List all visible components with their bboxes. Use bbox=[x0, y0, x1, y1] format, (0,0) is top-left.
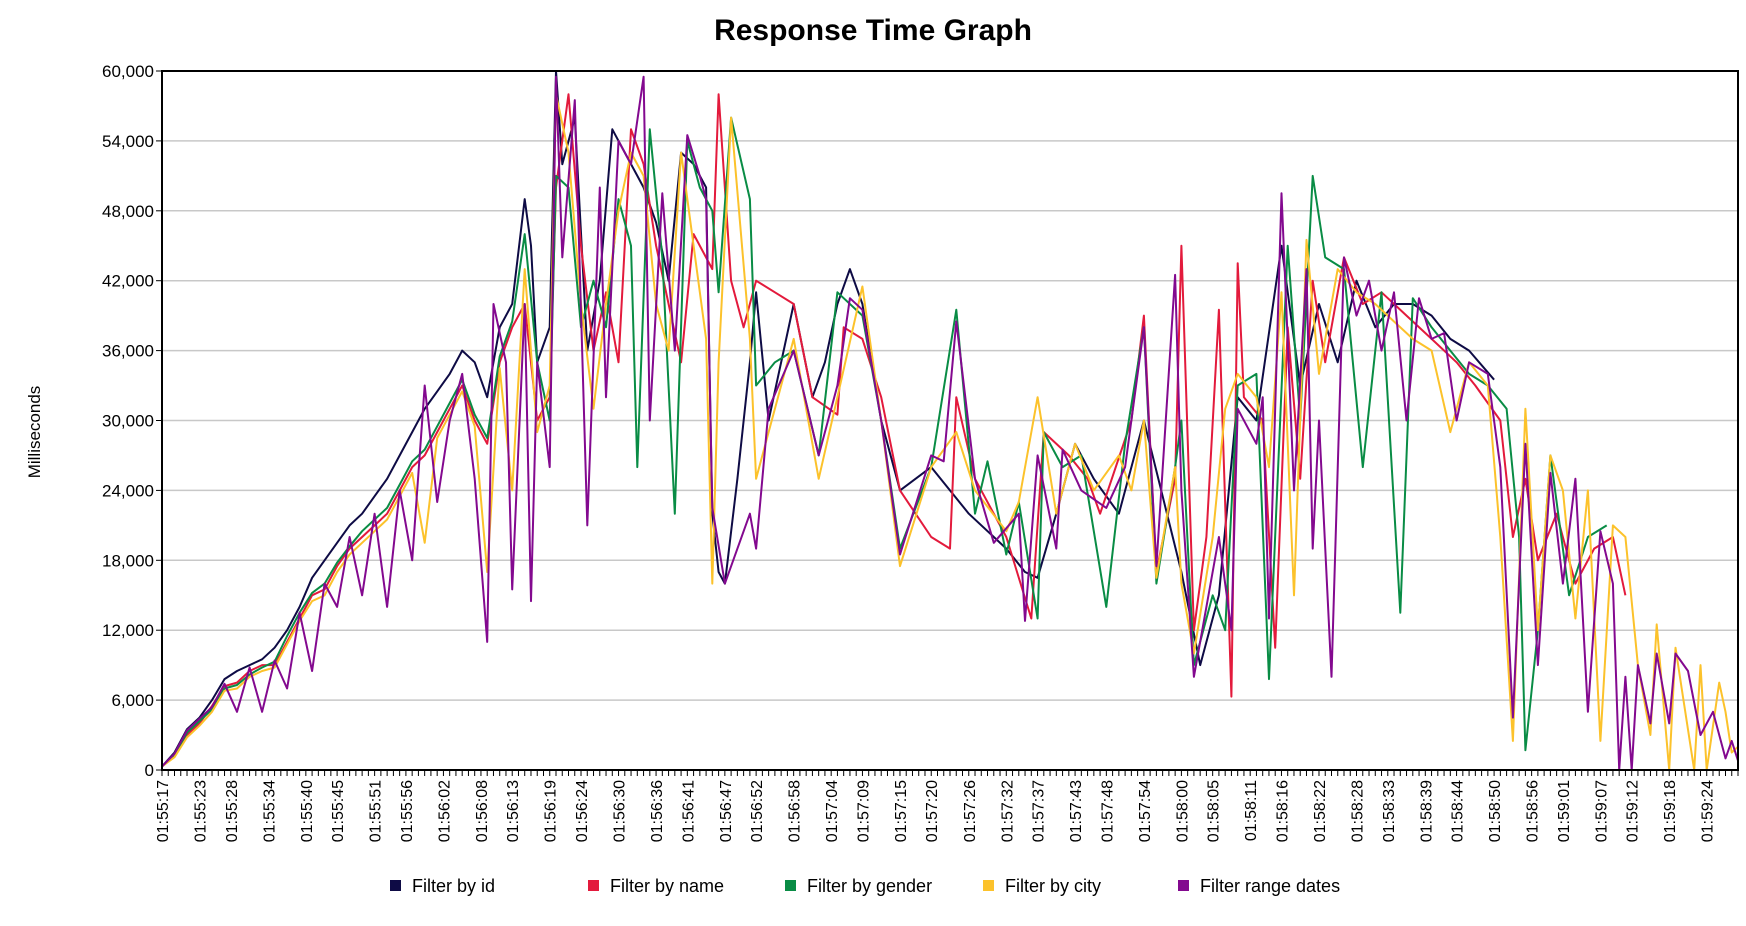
series-line-2 bbox=[161, 93, 1627, 768]
x-tick-label: 01:56:13 bbox=[505, 780, 522, 842]
x-tick-label: 01:59:12 bbox=[1625, 780, 1642, 842]
y-tick-label: 60,000 bbox=[102, 62, 154, 81]
y-tick-label: 48,000 bbox=[102, 202, 154, 221]
x-tick-label: 01:57:37 bbox=[1031, 780, 1048, 842]
y-axis-ticks: 0 6,000 12,000 18,000 24,000 30,000 36,000 42,0… bbox=[102, 62, 162, 780]
series-line-3 bbox=[161, 116, 1608, 768]
x-tick-label: 01:56:24 bbox=[574, 780, 591, 842]
x-tick-label: 01:55:34 bbox=[261, 780, 278, 842]
x-tick-label: 01:55:51 bbox=[368, 780, 385, 842]
y-tick-label: 54,000 bbox=[102, 132, 154, 151]
legend-label: Filter by id bbox=[412, 876, 495, 896]
chart-title: Response Time Graph bbox=[714, 14, 1032, 47]
legend-label: Filter by gender bbox=[807, 876, 932, 896]
x-tick-label: 01:55:40 bbox=[299, 780, 316, 842]
x-tick-label: 01:58:00 bbox=[1174, 780, 1191, 842]
x-tick-label: 01:59:07 bbox=[1593, 780, 1610, 842]
x-tick-label: 01:56:19 bbox=[543, 780, 560, 842]
y-tick-label: 6,000 bbox=[111, 691, 154, 710]
x-tick-label: 01:59:18 bbox=[1662, 780, 1679, 842]
series-lines bbox=[161, 70, 1739, 771]
x-tick-label: 01:56:30 bbox=[612, 780, 629, 842]
x-tick-label: 01:56:58 bbox=[787, 780, 804, 842]
x-tick-label: 01:57:20 bbox=[924, 780, 941, 842]
x-tick-label: 01:56:36 bbox=[649, 780, 666, 842]
x-tick-label: 01:58:11 bbox=[1243, 780, 1260, 841]
x-tick-label: 01:55:23 bbox=[193, 780, 210, 842]
y-tick-label: 24,000 bbox=[102, 481, 154, 500]
legend: Filter by id Filter by name Filter by gend… bbox=[390, 876, 1340, 896]
x-tick-label: 01:59:24 bbox=[1700, 780, 1717, 842]
x-tick-label: 01:58:22 bbox=[1312, 780, 1329, 842]
legend-swatch bbox=[785, 880, 796, 891]
x-tick-label: 01:57:04 bbox=[824, 780, 841, 842]
legend-swatch bbox=[983, 880, 994, 891]
x-tick-label: 01:56:08 bbox=[474, 780, 491, 842]
x-tick-label: 01:57:32 bbox=[999, 780, 1016, 842]
x-tick-label: 01:56:47 bbox=[718, 780, 735, 842]
x-tick-label: 01:55:56 bbox=[399, 780, 416, 842]
x-tick-label: 01:58:56 bbox=[1525, 780, 1542, 842]
y-tick-label: 42,000 bbox=[102, 272, 154, 291]
x-tick-label: 01:59:01 bbox=[1556, 780, 1573, 842]
x-tick-label: 01:58:39 bbox=[1418, 780, 1435, 842]
x-tick-label: 01:58:28 bbox=[1350, 780, 1367, 842]
series-line-5 bbox=[161, 75, 1739, 771]
x-tick-label: 01:55:17 bbox=[155, 780, 172, 842]
x-tick-label: 01:55:45 bbox=[330, 780, 347, 842]
x-tick-label: 01:57:09 bbox=[855, 780, 872, 842]
x-tick-label: 01:58:33 bbox=[1381, 780, 1398, 842]
legend-swatch bbox=[1178, 880, 1189, 891]
x-tick-label: 01:55:28 bbox=[224, 780, 241, 842]
y-axis-label: Milliseconds bbox=[25, 386, 44, 479]
y-tick-label: 0 bbox=[145, 761, 154, 780]
y-tick-label: 36,000 bbox=[102, 342, 154, 361]
x-axis-ticks: 01:55:17 01:55:23 01:55:28 01:55:34 01:55:40… bbox=[155, 770, 1739, 842]
x-tick-label: 01:56:52 bbox=[749, 780, 766, 842]
x-tick-label: 01:56:02 bbox=[436, 780, 453, 842]
x-tick-label: 01:57:43 bbox=[1068, 780, 1085, 842]
legend-swatch bbox=[390, 880, 401, 891]
y-tick-label: 12,000 bbox=[102, 621, 154, 640]
x-tick-label: 01:57:26 bbox=[962, 780, 979, 842]
x-tick-label: 01:57:15 bbox=[893, 780, 910, 842]
x-tick-label: 01:58:16 bbox=[1274, 780, 1291, 842]
x-tick-label: 01:57:54 bbox=[1137, 780, 1154, 842]
x-tick-label: 01:58:05 bbox=[1206, 780, 1223, 842]
y-tick-label: 30,000 bbox=[102, 412, 154, 431]
x-tick-label: 01:58:44 bbox=[1450, 780, 1467, 842]
legend-label: Filter by city bbox=[1005, 876, 1101, 896]
y-tick-label: 18,000 bbox=[102, 551, 154, 570]
legend-label: Filter by name bbox=[610, 876, 724, 896]
x-tick-label: 01:57:48 bbox=[1099, 780, 1116, 842]
legend-label: Filter range dates bbox=[1200, 876, 1340, 896]
x-tick-label: 01:58:50 bbox=[1487, 780, 1504, 842]
x-tick-label: 01:56:41 bbox=[680, 780, 697, 842]
grid-lines bbox=[162, 140, 1738, 701]
legend-swatch bbox=[588, 880, 599, 891]
